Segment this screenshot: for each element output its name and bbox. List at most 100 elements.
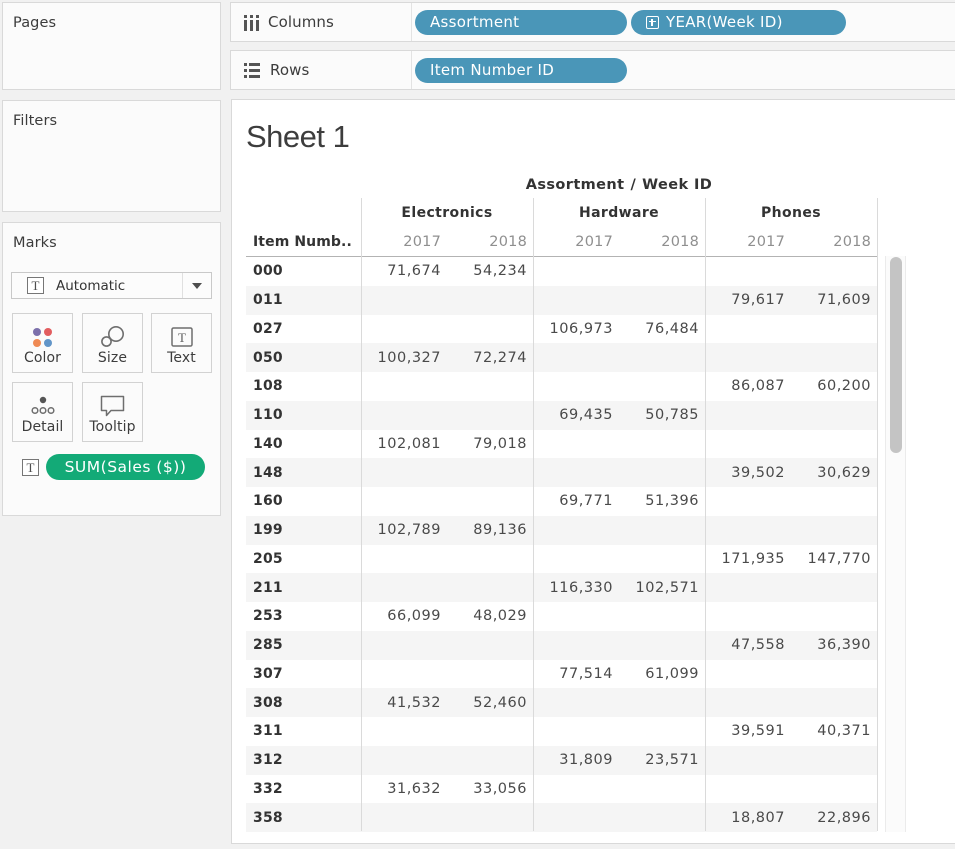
value-cell[interactable]: 72,274 bbox=[473, 349, 527, 366]
value-cell[interactable]: 51,396 bbox=[645, 493, 699, 510]
row-header-160[interactable]: 160 bbox=[253, 493, 283, 510]
column-field-labels[interactable]: Assortment / Week ID bbox=[361, 171, 877, 198]
row-header-285[interactable]: 285 bbox=[253, 637, 283, 654]
row-header-108[interactable]: 108 bbox=[253, 378, 283, 395]
row-header-027[interactable]: 027 bbox=[253, 320, 283, 337]
mark-type-dropdown[interactable]: T Automatic bbox=[11, 272, 212, 299]
value-cell[interactable]: 52,460 bbox=[473, 694, 527, 711]
value-cell[interactable]: 71,609 bbox=[817, 292, 871, 309]
value-cell[interactable]: 100,327 bbox=[377, 349, 441, 366]
value-cell[interactable]: 171,935 bbox=[721, 550, 785, 567]
size-button[interactable]: Size bbox=[82, 313, 143, 373]
table-row-050: 050 100,327 72,274 bbox=[246, 343, 877, 372]
row-header-011[interactable]: 011 bbox=[253, 292, 283, 309]
value-cell[interactable]: 102,081 bbox=[377, 435, 441, 452]
field-label-slash: / bbox=[630, 176, 637, 193]
value-cell[interactable]: 89,136 bbox=[473, 522, 527, 539]
pill-assortment[interactable]: Assortment bbox=[415, 9, 627, 35]
row-header-332[interactable]: 332 bbox=[253, 780, 283, 797]
value-cell[interactable]: 54,234 bbox=[473, 263, 527, 280]
value-cell[interactable]: 106,973 bbox=[549, 320, 613, 337]
value-cell[interactable]: 147,770 bbox=[807, 550, 871, 567]
table-row-253: 253 66,099 48,029 bbox=[246, 602, 877, 631]
row-header-000[interactable]: 000 bbox=[253, 263, 283, 280]
pages-shelf[interactable]: Pages bbox=[2, 2, 221, 90]
value-cell[interactable]: 30,629 bbox=[817, 464, 871, 481]
value-cell[interactable]: 116,330 bbox=[549, 579, 613, 596]
year-header-phones-2018[interactable]: 2018 bbox=[833, 233, 871, 250]
column-header-hardware[interactable]: Hardware bbox=[578, 204, 660, 221]
row-field-label[interactable]: Item Numb.. bbox=[253, 233, 352, 250]
value-cell[interactable]: 69,435 bbox=[559, 407, 613, 424]
value-cell[interactable]: 31,809 bbox=[559, 752, 613, 769]
row-header-308[interactable]: 308 bbox=[253, 694, 283, 711]
sum-sales-pill[interactable]: SUM(Sales ($)) bbox=[46, 454, 205, 480]
value-cell[interactable]: 77,514 bbox=[559, 665, 613, 682]
color-button[interactable]: Color bbox=[12, 313, 73, 373]
row-header-307[interactable]: 307 bbox=[253, 665, 283, 682]
row-header-311[interactable]: 311 bbox=[253, 723, 283, 740]
value-cell[interactable]: 102,789 bbox=[377, 522, 441, 539]
value-cell[interactable]: 23,571 bbox=[645, 752, 699, 769]
dropdown-separator bbox=[182, 273, 183, 298]
value-cell[interactable]: 48,029 bbox=[473, 608, 527, 625]
row-header-358[interactable]: 358 bbox=[253, 809, 283, 826]
table-row-312: 312 31,809 23,571 bbox=[246, 745, 877, 775]
pill-item-number-id[interactable]: Item Number ID bbox=[415, 57, 627, 83]
year-header-phones-2017[interactable]: 2017 bbox=[747, 233, 785, 250]
columns-shelf-label: Columns bbox=[268, 13, 334, 31]
value-cell[interactable]: 39,591 bbox=[731, 723, 785, 740]
value-cell[interactable]: 61,099 bbox=[645, 665, 699, 682]
value-cell[interactable]: 36,390 bbox=[817, 637, 871, 654]
year-header-hardware-2017[interactable]: 2017 bbox=[575, 233, 613, 250]
value-cell[interactable]: 50,785 bbox=[645, 407, 699, 424]
year-header-electronics-2017[interactable]: 2017 bbox=[403, 233, 441, 250]
value-cell[interactable]: 69,771 bbox=[559, 493, 613, 510]
row-header-312[interactable]: 312 bbox=[253, 752, 283, 769]
filters-shelf-title: Filters bbox=[13, 113, 58, 129]
value-cell[interactable]: 47,558 bbox=[731, 637, 785, 654]
value-cell[interactable]: 39,502 bbox=[731, 464, 785, 481]
scrollbar-thumb[interactable] bbox=[890, 257, 902, 453]
value-cell[interactable]: 41,532 bbox=[387, 694, 441, 711]
value-cell[interactable]: 31,632 bbox=[387, 780, 441, 797]
text-mark-icon: T bbox=[27, 277, 44, 294]
value-cell[interactable]: 102,571 bbox=[635, 579, 699, 596]
value-cell[interactable]: 33,056 bbox=[473, 780, 527, 797]
detail-button[interactable]: Detail bbox=[12, 382, 73, 442]
column-header-electronics[interactable]: Electronics bbox=[401, 204, 493, 221]
text-button[interactable]: T Text bbox=[151, 313, 212, 373]
row-header-050[interactable]: 050 bbox=[253, 349, 283, 366]
value-cell[interactable]: 40,371 bbox=[817, 723, 871, 740]
pill-year-week-id[interactable]: YEAR(Week ID) bbox=[631, 9, 846, 35]
table-row-285: 285 47,558 36,390 bbox=[246, 630, 877, 660]
rows-shelf[interactable]: Rows Item Number ID bbox=[230, 50, 955, 90]
value-cell[interactable]: 79,617 bbox=[731, 292, 785, 309]
filters-shelf[interactable]: Filters bbox=[2, 100, 221, 212]
year-header-electronics-2018[interactable]: 2018 bbox=[489, 233, 527, 250]
row-header-205[interactable]: 205 bbox=[253, 550, 283, 567]
value-cell[interactable]: 76,484 bbox=[645, 320, 699, 337]
columns-shelf[interactable]: Columns Assortment YEAR(Week ID) bbox=[230, 2, 955, 42]
value-cell[interactable]: 79,018 bbox=[473, 435, 527, 452]
value-cell[interactable]: 66,099 bbox=[387, 608, 441, 625]
year-header-hardware-2018[interactable]: 2018 bbox=[661, 233, 699, 250]
expand-plus-icon[interactable] bbox=[646, 15, 659, 29]
rows-shelf-label: Rows bbox=[270, 61, 310, 79]
column-header-phones[interactable]: Phones bbox=[760, 204, 822, 221]
row-header-211[interactable]: 211 bbox=[253, 579, 283, 596]
tooltip-button[interactable]: Tooltip bbox=[82, 382, 143, 442]
vertical-scrollbar[interactable] bbox=[885, 256, 906, 832]
value-cell[interactable]: 71,674 bbox=[387, 263, 441, 280]
row-header-253[interactable]: 253 bbox=[253, 608, 283, 625]
value-cell[interactable]: 22,896 bbox=[817, 809, 871, 826]
value-cell[interactable]: 86,087 bbox=[731, 378, 785, 395]
row-header-148[interactable]: 148 bbox=[253, 464, 283, 481]
value-cell[interactable]: 60,200 bbox=[817, 378, 871, 395]
row-header-199[interactable]: 199 bbox=[253, 522, 283, 539]
value-cell[interactable]: 18,807 bbox=[731, 809, 785, 826]
row-header-140[interactable]: 140 bbox=[253, 435, 283, 452]
row-header-110[interactable]: 110 bbox=[253, 407, 283, 424]
mark-type-dropdown-button[interactable] bbox=[183, 282, 211, 289]
text-t-icon: T bbox=[152, 325, 211, 349]
